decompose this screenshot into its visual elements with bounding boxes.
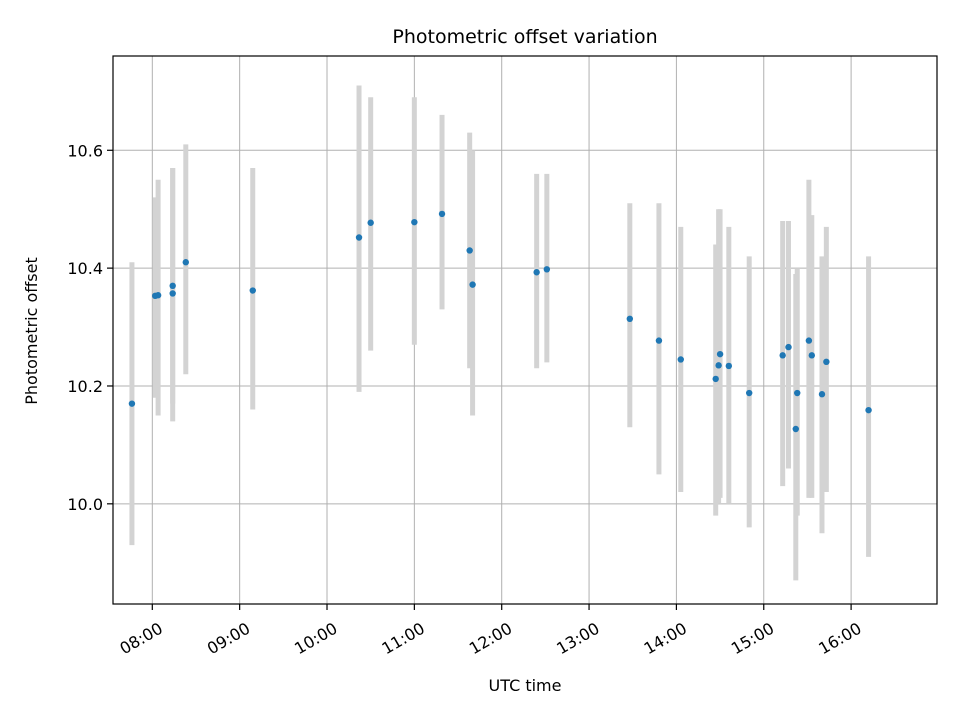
data-point [779,352,786,359]
data-point [865,406,872,414]
data-point [169,282,176,290]
data-point [182,259,189,266]
data-point [533,269,540,276]
data-point [805,337,813,344]
data-point [808,352,815,359]
data-point [169,290,176,297]
data-point [438,210,446,218]
data-point [355,234,363,241]
data-point [154,292,162,299]
data-point [785,343,792,351]
chart-title: Photometric offset variation [392,26,657,48]
x-axis-label: UTC time [489,676,562,695]
data-point [466,247,473,254]
data-point [469,281,476,288]
data-point [626,315,634,323]
data-point [715,362,722,369]
y-tick-label: 10.6 [67,141,103,160]
data-point [716,350,724,358]
data-point [128,400,136,407]
y-axis-ticks: 10.0 10.2 10.4 10.6 [67,141,113,514]
data-point [249,287,256,294]
data-point [792,425,799,433]
y-tick-label: 10.0 [67,495,103,514]
data-point [818,391,826,398]
y-tick-label: 10.2 [67,377,103,396]
data-point [823,358,830,366]
data-point [655,337,663,344]
data-point [712,375,719,383]
y-tick-label: 10.4 [67,259,103,278]
data-point [411,218,418,226]
data-point [794,389,801,397]
data-point [543,266,551,273]
data-point [725,362,733,370]
data-points [128,210,872,433]
data-point [745,389,753,397]
data-point [677,356,684,363]
y-axis-label: Photometric offset [22,257,41,405]
data-point [367,219,374,226]
plot-area-frame [112,55,938,605]
